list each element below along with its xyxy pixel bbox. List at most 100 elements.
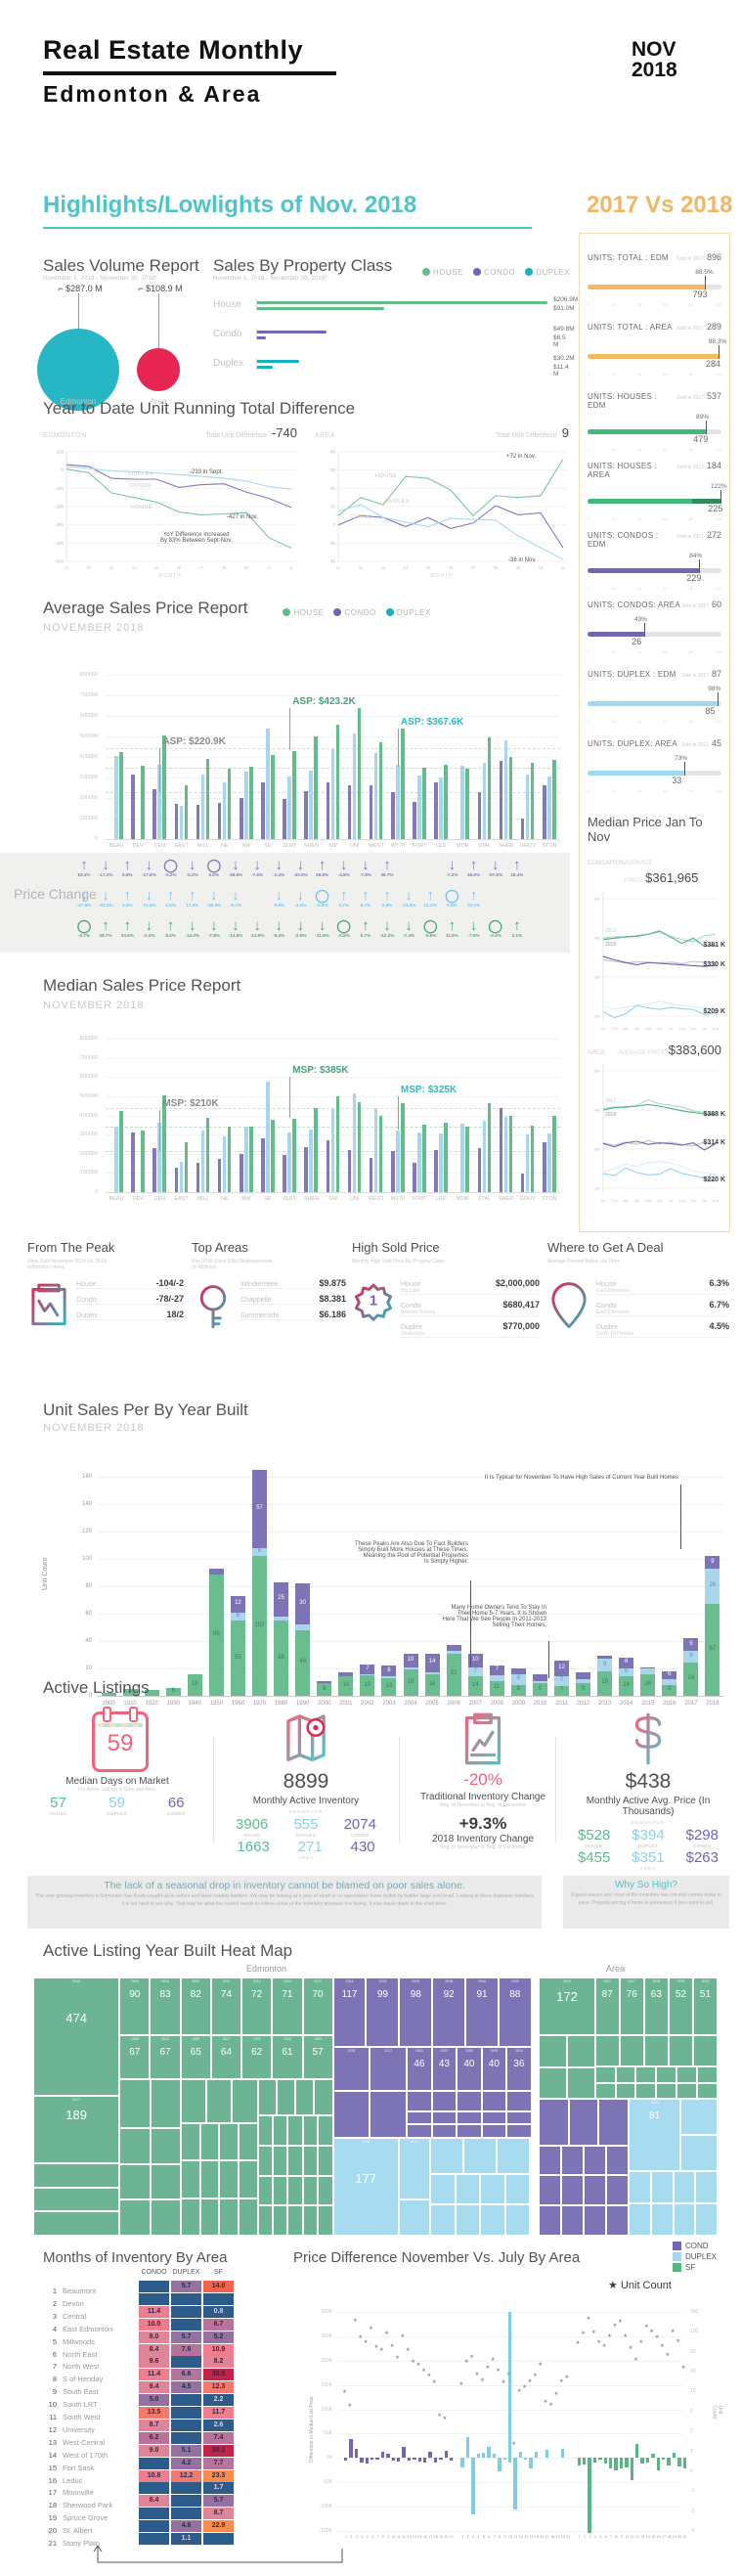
unit-count-star: ★ [442, 2415, 448, 2421]
price-change-arrow: ↓ -2.9% [289, 917, 311, 938]
treemap-year: 2016 [478, 1979, 486, 1983]
x-tick: 17 [545, 2535, 549, 2539]
year-2017-label: 2017 [605, 928, 617, 934]
category-label: CEN [153, 843, 166, 849]
treemap-cell [302, 2145, 319, 2176]
price-bar [444, 1123, 448, 1192]
treemap-cell [539, 2205, 562, 2236]
map-pin-icon [547, 1278, 590, 1341]
treemap-cell [431, 2111, 458, 2125]
diff-bar [481, 2453, 486, 2459]
y-tick: 80 [85, 1583, 92, 1590]
card-label2: 2018 Inventory Change [432, 1834, 534, 1844]
peak-row-value: $680,417 [502, 1300, 540, 1310]
treemap-value: 117 [341, 1989, 358, 2000]
no-change-icon: ◯ [445, 888, 459, 903]
median-chart-area: AREA AVERAGE PRICE $383,600 500 400 300 200 Jan… [588, 1042, 725, 1206]
heatmap-treemap: 2018 474 2005 90 2016 83 2004 82 2011 74 2012 72 200… [33, 1977, 718, 2236]
why-so-high-title: Why So High? [615, 1880, 677, 1890]
inventory-rank: 4 [52, 2324, 57, 2333]
svg-text:May: May [645, 1199, 652, 1203]
price-change-value: -17.2% [98, 872, 113, 877]
treemap-year: 2016 [161, 1979, 169, 1983]
stacked-bar-segment [553, 1686, 569, 1696]
unit-count-star: ★ [373, 2343, 379, 2350]
x-tick: 17 [662, 2535, 667, 2539]
treemap-cell [506, 2124, 532, 2138]
stacked-bar-segment [532, 1673, 547, 1681]
treemap-cell [33, 2163, 120, 2188]
inventory-area-name: South LRT [63, 2400, 98, 2410]
group2-label: AREA [297, 1855, 315, 1860]
y-tick: 700000 [79, 692, 98, 698]
y-tick: 20 [85, 1666, 92, 1672]
segment-value: 7 [473, 1667, 477, 1674]
price-bar [546, 776, 551, 839]
treemap-year: 2013 [161, 2037, 169, 2042]
x-tick: 9 [503, 2535, 506, 2539]
price-diff-legend: COND DUPLEX SF [673, 2242, 717, 2274]
segment-value: 102 [254, 1621, 265, 1628]
annotation-line [159, 1109, 161, 1152]
price-change-arrow: ↓ -29.9% [225, 857, 246, 877]
segment-value: 6 [668, 1671, 672, 1678]
svg-text:400: 400 [594, 1109, 600, 1113]
peak-col-4: Where to Get A Deal Average Percent Below… [547, 1240, 729, 1343]
treemap-cell [407, 2124, 432, 2138]
diff-bar [662, 2458, 666, 2461]
segment-value: 8 [625, 1659, 629, 1666]
year-label: 1910 [123, 1701, 137, 1707]
treemap-cell [257, 2175, 273, 2206]
median-chart-edmonton: EDMONTON AVERAGE PRICE $361,965 500 400 300 20… [588, 852, 725, 1034]
inventory-row: 21 Stony Plain 1.1 [43, 2533, 278, 2548]
down-arrow-icon: ↓ [80, 887, 88, 904]
y-tick-right: 100 [690, 2329, 699, 2335]
y-tick: 500000 [79, 733, 98, 739]
inventory-area-name: Stony Plain [63, 2539, 100, 2548]
versus-axis: 0 20 40 60 80 100 [588, 372, 721, 377]
treemap-cell [314, 2079, 333, 2116]
inventory-rank: 20 [48, 2526, 57, 2536]
stacked-bar-segment [446, 1653, 461, 1696]
annotation-line [470, 1580, 471, 1666]
y-tick: 120 [81, 1529, 92, 1535]
card-big-value: 8899 [283, 1770, 329, 1793]
versus-item: UNITS: HOUSES : AREA Sold in 2017 184 122% 2… [588, 456, 727, 525]
y-tick: 0 [94, 1189, 98, 1195]
inventory-cell: 1.1 [171, 2533, 201, 2545]
card-sub: For Active Listings in Edm and Area. [77, 1787, 157, 1793]
peak-row-sub: East Edmonton [596, 1310, 631, 1315]
price-bar [542, 1141, 546, 1192]
inventory-cell: 13.5 [139, 2407, 169, 2419]
percent-label: 43% [633, 616, 647, 623]
year-2018-label: 2018 [605, 941, 617, 948]
price-change-value: 1.5% [165, 903, 176, 908]
treemap-cell [481, 2091, 507, 2112]
inventory-cell: 5.1 [171, 2444, 201, 2457]
versus-item: UNITS: DUPLEX: AREA Sold in 2017 45 73% 33 0 2… [588, 733, 721, 803]
svg-text:200: 200 [594, 1015, 600, 1019]
inventory-rank: 21 [48, 2539, 57, 2548]
y-tick: 300000 [79, 775, 98, 780]
card-stat: 57 HOUSE [49, 1795, 66, 1816]
down-arrow-icon: ↓ [145, 887, 153, 904]
year-label: 2012 [576, 1701, 590, 1707]
x-tick: 15 [417, 2535, 422, 2539]
treemap-cell [680, 2135, 718, 2171]
down-arrow-icon: ↓ [296, 917, 305, 934]
price-change-arrow: ↓ -4.5% [333, 857, 355, 877]
ytd-annotation: +72 in Nov. [506, 454, 537, 460]
stacked-bar-segment [640, 1666, 656, 1669]
x-tick: 11 [630, 2535, 634, 2539]
sales-volume-subtitle: November 1, 2018 - November 30, 2018* [43, 276, 158, 282]
price-change-value: 20.1% [467, 903, 481, 908]
down-arrow-icon: ↓ [253, 917, 261, 934]
price-change-arrow: ↓ -7.4% [398, 917, 419, 938]
treemap-cell [219, 2160, 239, 2198]
versus-item: UNITS: DUPLEX : EDM Sold in 2017 87 98% 85 0 2… [588, 664, 721, 733]
up-arrow-icon: ↑ [383, 857, 391, 873]
unit-count-star: ★ [358, 2333, 364, 2340]
card-stat-label: DUPLEX [295, 1833, 317, 1838]
msp-title: Median Sales Price Report [43, 976, 241, 995]
segment-value: 6 [257, 1548, 262, 1555]
